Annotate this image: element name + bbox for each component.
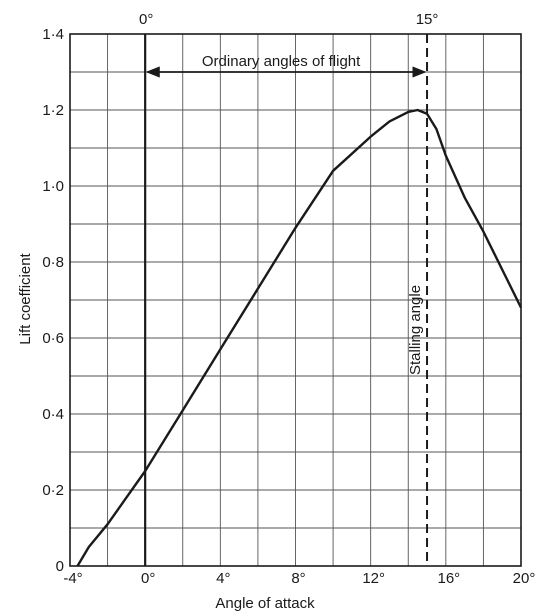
- data-series: [76, 108, 523, 567]
- y-tick-label: 1·2: [42, 102, 64, 119]
- annotations: Ordinary angles of flight 0° 15° Stalling a…: [139, 11, 438, 566]
- x-tick-label: 16°: [437, 570, 460, 587]
- x-tick-label: 4°: [216, 570, 230, 587]
- x-tick-label: 20°: [513, 570, 536, 587]
- y-tick-label: 0·6: [42, 330, 64, 347]
- top-stall-angle-label: 15°: [416, 11, 439, 28]
- tick-labels: -4° 0° 4° 8° 12° 16° 20° 0 0·2 0·4 0·6 0·8 1·0 1·2 1·4: [42, 26, 535, 587]
- y-tick-label: 0·4: [42, 406, 64, 423]
- stalling-angle-label: Stalling angle: [407, 285, 424, 375]
- x-tick-label: 12°: [362, 570, 385, 587]
- y-tick-label: 0: [56, 558, 64, 575]
- x-tick-label: 8°: [291, 570, 305, 587]
- range-label: Ordinary angles of flight: [202, 53, 361, 70]
- grid-lines: [70, 34, 521, 566]
- y-tick-label: 1·4: [42, 26, 64, 43]
- y-tick-label: 0·8: [42, 254, 64, 271]
- top-zero-angle-label: 0°: [139, 11, 153, 28]
- y-tick-label: 0·2: [42, 482, 64, 499]
- y-tick-label: 1·0: [42, 178, 64, 195]
- x-tick-label: -4°: [63, 570, 82, 587]
- plot-frame: [69, 33, 522, 567]
- x-tick-label: 0°: [141, 570, 155, 587]
- lift-curve-line: [76, 108, 523, 567]
- y-axis-label: Lift coefficient: [17, 252, 34, 344]
- x-axis-label: Angle of attack: [215, 595, 315, 612]
